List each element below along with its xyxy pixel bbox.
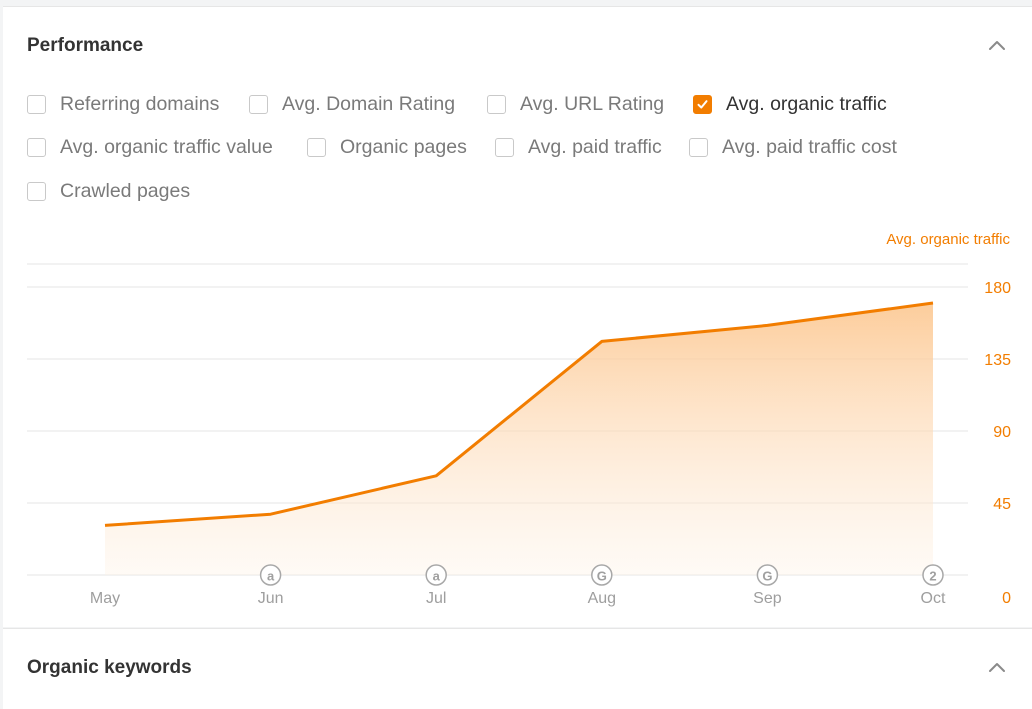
checkbox[interactable] <box>487 95 506 114</box>
metric-avg-paid-traffic-cost[interactable]: Avg. paid traffic cost <box>689 136 897 159</box>
x-tick-label: Sep <box>753 590 782 607</box>
metric-label: Avg. URL Rating <box>520 93 665 115</box>
y-tick-label: 135 <box>984 352 1011 369</box>
annotation-circle <box>591 564 613 586</box>
y-axis-labels: 0 45 90 135 180 <box>984 280 1011 607</box>
checkbox-checked[interactable] <box>693 95 712 114</box>
metric-label: Avg. paid traffic cost <box>722 136 897 158</box>
checkbox[interactable] <box>27 95 46 114</box>
annotation-marker[interactable]: G <box>591 564 613 586</box>
metric-avg-organic-traffic-value[interactable]: Avg. organic traffic value <box>27 136 273 159</box>
y-tick-label: 0 <box>1002 590 1011 607</box>
x-tick-label: Jun <box>258 590 284 607</box>
chart-annotations: a a G G 2 <box>259 564 944 586</box>
annotation-label: G <box>762 569 772 584</box>
chevron-up-icon[interactable] <box>988 39 1006 51</box>
metric-organic-pages[interactable]: Organic pages <box>307 136 467 159</box>
x-tick-label: Jul <box>426 590 446 607</box>
annotation-label: a <box>433 569 441 584</box>
metric-crawled-pages[interactable]: Crawled pages <box>27 180 190 203</box>
metric-label: Avg. paid traffic <box>528 136 662 158</box>
y-axis-title: Avg. organic traffic <box>886 231 1010 248</box>
annotation-circle <box>259 564 282 586</box>
metric-label: Organic pages <box>340 136 467 158</box>
annotation-marker[interactable]: a <box>259 564 282 586</box>
x-tick-label: Oct <box>921 590 946 607</box>
checkmark-icon <box>697 100 708 109</box>
chart-area <box>105 303 933 575</box>
annotation-marker[interactable]: 2 <box>922 564 944 586</box>
performance-title: Performance <box>27 35 144 56</box>
organic-keywords-panel: Organic keywords <box>3 628 1032 709</box>
metric-label: Avg. organic traffic <box>726 93 887 115</box>
x-axis-labels: May Jun Jul Aug Sep Oct <box>90 590 946 607</box>
annotation-label: G <box>597 569 607 584</box>
organic-keywords-title: Organic keywords <box>27 657 192 678</box>
checkbox[interactable] <box>495 138 514 157</box>
metric-label: Crawled pages <box>60 180 191 202</box>
metric-label: Referring domains <box>60 93 220 115</box>
metric-referring-domains[interactable]: Referring domains <box>27 93 219 116</box>
annotation-label: 2 <box>929 569 936 584</box>
metric-label: Avg. organic traffic value <box>60 136 273 158</box>
metric-avg-url-rating[interactable]: Avg. URL Rating <box>487 93 664 116</box>
y-tick-label: 180 <box>984 280 1011 297</box>
chart-line <box>104 301 934 527</box>
checkbox[interactable] <box>27 138 46 157</box>
annotation-circle <box>922 564 944 586</box>
annotation-marker[interactable]: G <box>756 564 779 586</box>
checkbox[interactable] <box>249 95 268 114</box>
annotation-circle <box>425 564 447 586</box>
y-tick-label: 45 <box>993 496 1011 513</box>
annotation-circle <box>756 564 779 586</box>
organic-traffic-chart: a a G G 2 May Jun Jul Aug Sep Oct 0 45 90 135 180 Avg… <box>27 231 1011 607</box>
x-tick-label: Aug <box>588 590 616 607</box>
metric-avg-organic-traffic[interactable]: Avg. organic traffic <box>693 93 887 116</box>
metric-avg-domain-rating[interactable]: Avg. Domain Rating <box>249 93 455 116</box>
checkbox[interactable] <box>307 138 326 157</box>
metric-label: Avg. Domain Rating <box>282 93 456 115</box>
metric-avg-paid-traffic[interactable]: Avg. paid traffic <box>495 136 662 159</box>
annotation-marker[interactable]: a <box>425 564 447 586</box>
chevron-up-icon[interactable] <box>988 661 1006 673</box>
checkbox[interactable] <box>689 138 708 157</box>
checkbox[interactable] <box>27 182 46 201</box>
x-tick-label: May <box>90 590 120 607</box>
y-tick-label: 90 <box>993 424 1011 441</box>
annotation-label: a <box>267 569 275 584</box>
